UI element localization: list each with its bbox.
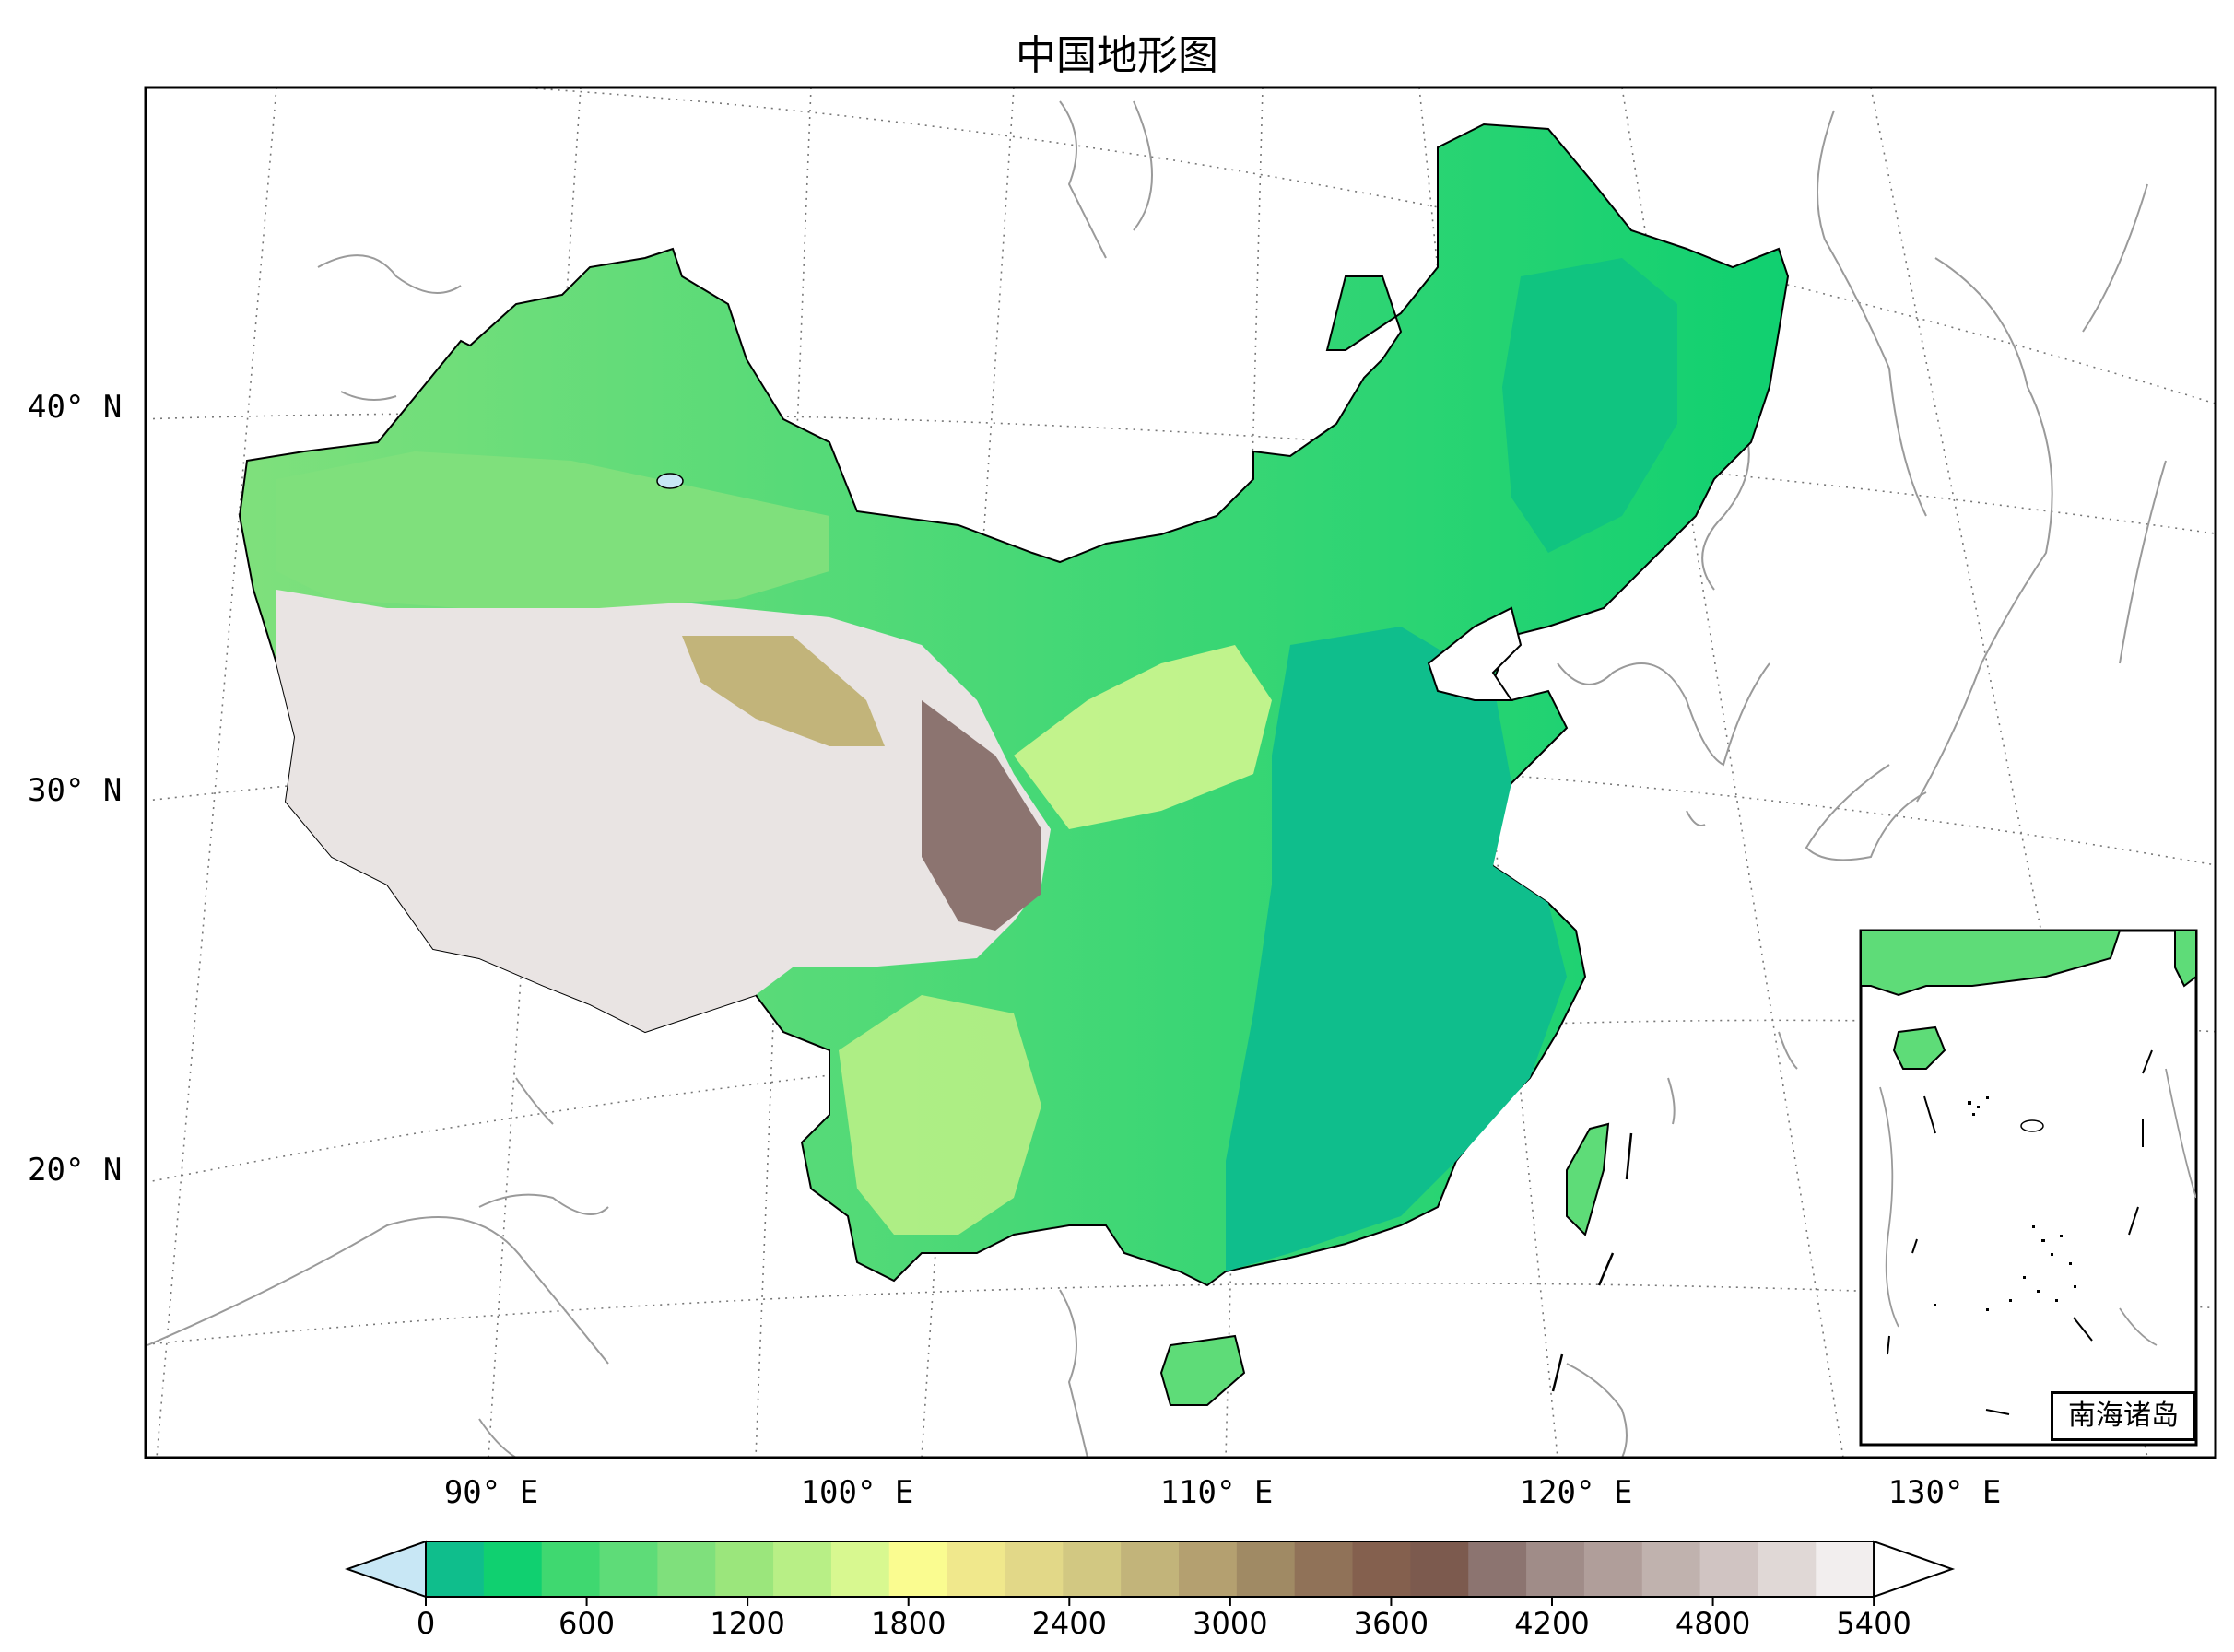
colorbar-under-arrow bbox=[344, 1540, 427, 1599]
colorbar-swatch bbox=[1352, 1541, 1411, 1597]
colorbar-tick-label: 3000 bbox=[1193, 1606, 1268, 1641]
inset-map bbox=[1861, 931, 2196, 1415]
nine-dash-segments-main bbox=[1551, 1132, 1633, 1392]
lon-label-130: 130° E bbox=[1887, 1474, 2002, 1511]
qinghai-lake bbox=[656, 473, 684, 489]
colorbar-swatch bbox=[541, 1541, 601, 1597]
colorbar-over-arrow bbox=[1873, 1540, 1956, 1599]
colorbar-swatch bbox=[1699, 1541, 1758, 1597]
lon-label-110: 110° E bbox=[1159, 1474, 1274, 1511]
colorbar-swatch bbox=[1816, 1541, 1875, 1597]
colorbar-swatch bbox=[1410, 1541, 1469, 1597]
tarim-basin bbox=[276, 451, 829, 608]
colorbar-tick-label: 1200 bbox=[710, 1606, 785, 1641]
inset-frame bbox=[1859, 929, 2198, 1447]
colorbar-swatch bbox=[426, 1541, 485, 1597]
colorbar-tick-label: 600 bbox=[558, 1606, 616, 1641]
bohai-sea bbox=[1427, 606, 1523, 701]
colorbar-swatch bbox=[1179, 1541, 1238, 1597]
northeast-plain bbox=[1502, 258, 1677, 553]
colorbar-swatch bbox=[947, 1541, 1005, 1597]
colorbar-border bbox=[425, 1541, 1875, 1598]
colorbar-swatch bbox=[1236, 1541, 1296, 1597]
colorbar-swatch bbox=[1294, 1541, 1354, 1597]
colorbar-tick-label: 5400 bbox=[1836, 1606, 1911, 1641]
colorbar-swatch bbox=[1468, 1541, 1527, 1597]
colorbar-swatch bbox=[1121, 1541, 1180, 1597]
lat-label-40: 40° N bbox=[28, 389, 123, 426]
colorbar-swatch bbox=[1641, 1541, 1701, 1597]
colorbar-swatch bbox=[657, 1541, 716, 1597]
colorbar-tick-label: 2400 bbox=[1031, 1606, 1107, 1641]
colorbar-tick-label: 0 bbox=[416, 1606, 436, 1641]
taiwan bbox=[1566, 1122, 1610, 1236]
colorbar-tick-label: 1800 bbox=[870, 1606, 947, 1641]
neighbour-coastlines bbox=[147, 100, 2167, 1458]
lat-label-20: 20° N bbox=[28, 1152, 123, 1189]
colorbar-tick-label: 4800 bbox=[1675, 1606, 1751, 1641]
yunnan-highlands bbox=[839, 995, 1041, 1235]
lon-label-100: 100° E bbox=[800, 1474, 914, 1511]
colorbar-swatch bbox=[599, 1541, 658, 1597]
eastern-plains bbox=[1226, 627, 1567, 1271]
colorbar-swatch bbox=[1063, 1541, 1122, 1597]
hengduan-mountains bbox=[922, 700, 1041, 931]
colorbar-swatch bbox=[888, 1541, 948, 1597]
colorbar-swatch bbox=[830, 1541, 890, 1597]
colorbar-swatch bbox=[1005, 1541, 1064, 1597]
colorbar-swatch bbox=[1583, 1541, 1643, 1597]
colorbar-swatch bbox=[483, 1541, 543, 1597]
lon-label-120: 120° E bbox=[1519, 1474, 1633, 1511]
colorbar-swatch bbox=[1758, 1541, 1817, 1597]
map-frame bbox=[144, 86, 2217, 1459]
map-title: 中国地形图 bbox=[1016, 32, 1218, 79]
qaidam-basin bbox=[682, 636, 885, 746]
hainan bbox=[1159, 1334, 1246, 1406]
lon-label-90: 90° E bbox=[443, 1474, 539, 1511]
loess-transition bbox=[1014, 645, 1272, 829]
inset-label: 南海诸岛 bbox=[2051, 1391, 2196, 1441]
colorbar bbox=[344, 1540, 1956, 1606]
colorbar-swatch bbox=[715, 1541, 774, 1597]
lat-label-30: 30° N bbox=[28, 772, 123, 809]
colorbar-tick-label: 4200 bbox=[1514, 1606, 1590, 1641]
colorbar-tick-label: 3600 bbox=[1353, 1606, 1429, 1641]
colorbar-swatch bbox=[1526, 1541, 1585, 1597]
colorbar-swatch bbox=[773, 1541, 832, 1597]
